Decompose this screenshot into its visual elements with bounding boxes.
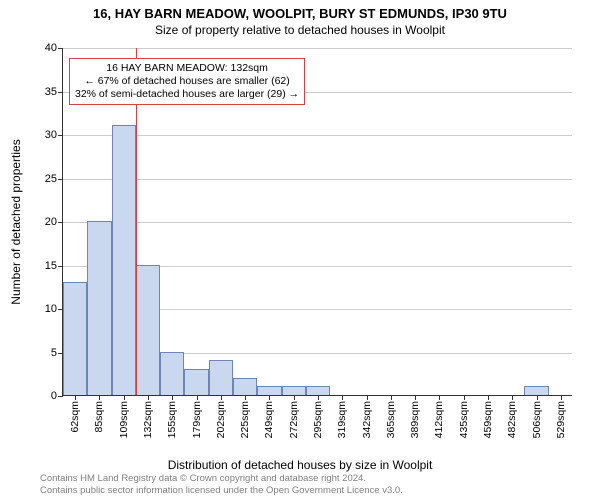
x-tick-label: 319sqm xyxy=(336,401,348,438)
x-tick-mark xyxy=(415,395,416,400)
x-tick-label: 109sqm xyxy=(118,401,130,438)
chart-subtitle: Size of property relative to detached ho… xyxy=(0,21,600,37)
x-tick-label: 412sqm xyxy=(433,401,445,438)
bar xyxy=(282,386,306,395)
chart-container: 16, HAY BARN MEADOW, WOOLPIT, BURY ST ED… xyxy=(0,0,600,500)
y-tick-label: 10 xyxy=(45,303,57,315)
y-tick-mark xyxy=(58,222,63,223)
bar xyxy=(112,125,136,395)
x-tick-label: 155sqm xyxy=(166,401,178,438)
x-tick-label: 249sqm xyxy=(263,401,275,438)
y-tick-label: 20 xyxy=(45,216,57,228)
x-tick-mark xyxy=(439,395,440,400)
bar xyxy=(136,265,160,396)
x-tick-mark xyxy=(391,395,392,400)
x-tick-label: 62sqm xyxy=(69,401,81,433)
annotation-line: 16 HAY BARN MEADOW: 132sqm xyxy=(75,62,299,75)
x-tick-mark xyxy=(75,395,76,400)
y-tick-mark xyxy=(58,48,63,49)
grid-line xyxy=(63,135,572,136)
annotation-box: 16 HAY BARN MEADOW: 132sqm← 67% of detac… xyxy=(69,58,305,105)
y-tick-label: 5 xyxy=(51,347,57,359)
x-tick-label: 482sqm xyxy=(506,401,518,438)
bar xyxy=(87,221,111,395)
y-tick-label: 0 xyxy=(51,390,57,402)
x-tick-label: 272sqm xyxy=(288,401,300,438)
y-tick-mark xyxy=(58,266,63,267)
x-tick-mark xyxy=(294,395,295,400)
x-tick-label: 202sqm xyxy=(215,401,227,438)
plot-area: 051015202530354062sqm85sqm109sqm132sqm15… xyxy=(62,48,572,396)
x-tick-label: 85sqm xyxy=(93,401,105,433)
x-tick-label: 435sqm xyxy=(458,401,470,438)
bar xyxy=(524,386,548,395)
y-tick-label: 25 xyxy=(45,173,57,185)
x-tick-mark xyxy=(488,395,489,400)
x-tick-mark xyxy=(367,395,368,400)
y-tick-label: 15 xyxy=(45,260,57,272)
x-tick-label: 389sqm xyxy=(409,401,421,438)
x-tick-mark xyxy=(221,395,222,400)
x-tick-mark xyxy=(318,395,319,400)
x-axis-label: Distribution of detached houses by size … xyxy=(168,458,433,472)
y-tick-label: 35 xyxy=(45,86,57,98)
footer-attribution: Contains HM Land Registry data © Crown c… xyxy=(40,473,403,496)
footer-line-1: Contains HM Land Registry data © Crown c… xyxy=(40,473,403,484)
y-tick-mark xyxy=(58,396,63,397)
x-tick-label: 506sqm xyxy=(531,401,543,438)
x-tick-mark xyxy=(124,395,125,400)
footer-line-2: Contains public sector information licen… xyxy=(40,485,403,496)
grid-line xyxy=(63,48,572,49)
grid-line xyxy=(63,222,572,223)
bar xyxy=(184,369,208,395)
x-tick-mark xyxy=(561,395,562,400)
y-tick-mark xyxy=(58,135,63,136)
bar xyxy=(233,378,257,395)
x-tick-label: 295sqm xyxy=(312,401,324,438)
x-tick-mark xyxy=(197,395,198,400)
annotation-line: 32% of semi-detached houses are larger (… xyxy=(75,88,299,101)
x-tick-mark xyxy=(245,395,246,400)
x-tick-label: 132sqm xyxy=(142,401,154,438)
x-tick-mark xyxy=(99,395,100,400)
y-axis-label: Number of detached properties xyxy=(9,139,23,304)
x-tick-label: 529sqm xyxy=(555,401,567,438)
x-tick-label: 365sqm xyxy=(385,401,397,438)
x-tick-mark xyxy=(342,395,343,400)
bar xyxy=(63,282,87,395)
x-tick-label: 459sqm xyxy=(482,401,494,438)
x-tick-mark xyxy=(148,395,149,400)
y-tick-label: 30 xyxy=(45,129,57,141)
x-tick-mark xyxy=(537,395,538,400)
bar xyxy=(209,360,233,395)
x-tick-mark xyxy=(512,395,513,400)
bar xyxy=(257,386,281,395)
y-tick-mark xyxy=(58,179,63,180)
x-tick-mark xyxy=(269,395,270,400)
annotation-line: ← 67% of detached houses are smaller (62… xyxy=(75,75,299,88)
y-tick-mark xyxy=(58,92,63,93)
x-tick-label: 342sqm xyxy=(361,401,373,438)
bar xyxy=(160,352,184,396)
x-tick-mark xyxy=(172,395,173,400)
chart-title: 16, HAY BARN MEADOW, WOOLPIT, BURY ST ED… xyxy=(0,0,600,21)
grid-line xyxy=(63,179,572,180)
y-tick-label: 40 xyxy=(45,42,57,54)
x-tick-label: 179sqm xyxy=(191,401,203,438)
bar xyxy=(306,386,330,395)
x-tick-mark xyxy=(464,395,465,400)
x-tick-label: 225sqm xyxy=(239,401,251,438)
